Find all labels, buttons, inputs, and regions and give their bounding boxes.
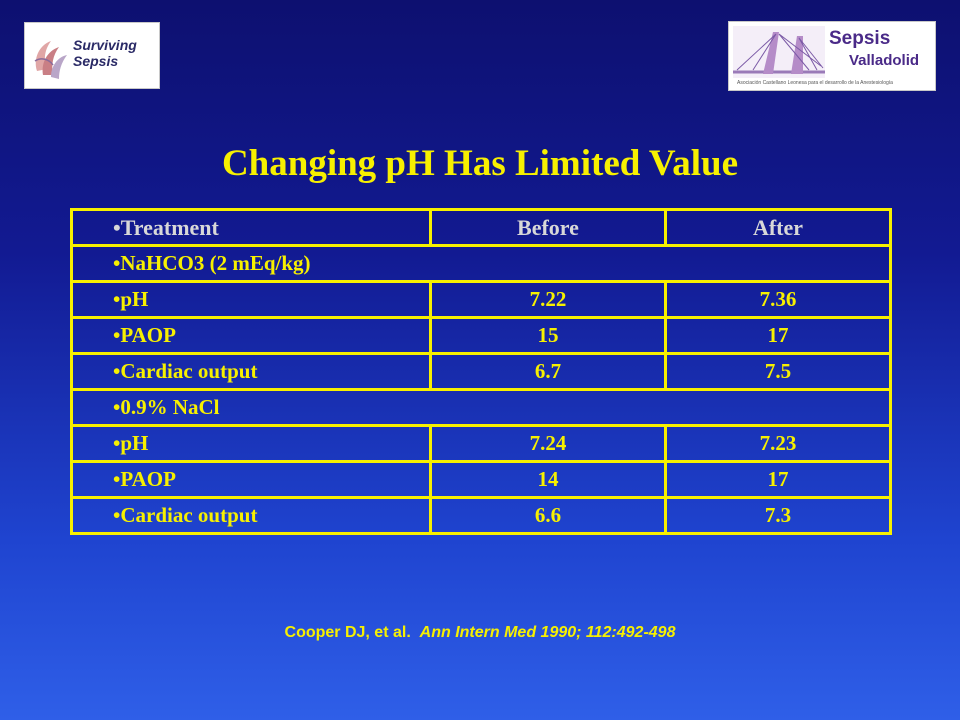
row-label: •pH	[70, 424, 432, 463]
row-after: 17	[664, 316, 892, 355]
row-after: 7.5	[664, 352, 892, 391]
row-before: 7.24	[429, 424, 667, 463]
table-row: •Cardiac output 6.6 7.3	[70, 496, 892, 535]
sepsis-valladolid-logo: Sepsis Valladolid Asociación Castellano …	[728, 21, 936, 91]
table-row: •pH 7.22 7.36	[70, 280, 892, 319]
table-row: •pH 7.24 7.23	[70, 424, 892, 463]
table-row: •Cardiac output 6.7 7.5	[70, 352, 892, 391]
logo-right-tagline: Asociación Castellano Leonesa para el de…	[737, 80, 893, 86]
table-header-row: •Treatment Before After	[70, 208, 892, 247]
row-before: 6.7	[429, 352, 667, 391]
row-after: 7.36	[664, 280, 892, 319]
row-label: •pH	[70, 280, 432, 319]
row-label: •PAOP	[70, 460, 432, 499]
logo-right-subtitle: Valladolid	[849, 52, 920, 69]
row-before: 6.6	[429, 496, 667, 535]
hands-icon	[34, 41, 67, 79]
logo-left-line2: Sepsis	[73, 53, 119, 69]
slide-title: Changing pH Has Limited Value	[221, 143, 739, 184]
row-before: 14	[429, 460, 667, 499]
row-label: •PAOP	[70, 316, 432, 355]
citation-journal: Ann Intern Med 1990; 112:492-498	[419, 624, 676, 641]
logo-right-title: Sepsis	[829, 28, 891, 49]
row-label: •NaHCO3 (2 mEq/kg)	[70, 244, 892, 283]
bridge-icon	[733, 26, 825, 78]
citation-authors: Cooper DJ, et al.	[284, 624, 411, 641]
row-label: •0.9% NaCl	[70, 388, 892, 427]
row-before: 15	[429, 316, 667, 355]
row-before: 7.22	[429, 280, 667, 319]
table-row: •0.9% NaCl	[70, 388, 892, 427]
row-label: •Cardiac output	[70, 496, 432, 535]
row-after: 7.23	[664, 424, 892, 463]
logo-left-line1: Surviving	[73, 37, 137, 53]
header-before: Before	[429, 208, 667, 247]
citation: Cooper DJ, et al. Ann Intern Med 1990; 1…	[0, 624, 960, 642]
table-row: •PAOP 15 17	[70, 316, 892, 355]
row-after: 17	[664, 460, 892, 499]
table-row: •NaHCO3 (2 mEq/kg)	[70, 244, 892, 283]
header-treatment: •Treatment	[70, 208, 432, 247]
header-after: After	[664, 208, 892, 247]
surviving-sepsis-logo: Surviving Sepsis	[24, 22, 160, 89]
results-table: •Treatment Before After •NaHCO3 (2 mEq/k…	[70, 208, 892, 535]
row-label: •Cardiac output	[70, 352, 432, 391]
table-row: •PAOP 14 17	[70, 460, 892, 499]
row-after: 7.3	[664, 496, 892, 535]
